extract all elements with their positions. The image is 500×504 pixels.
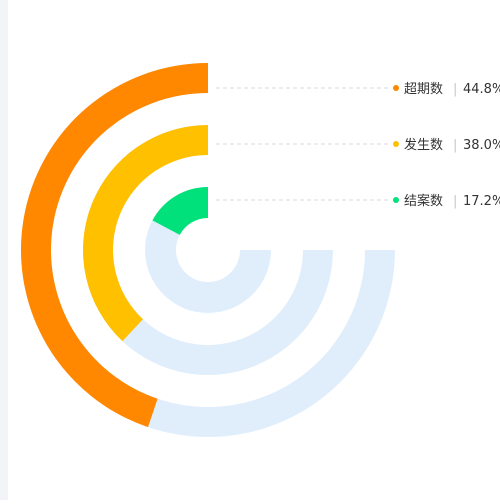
legend: 超期数 | 44.8% 发生数 | 38.0% 结案数 | 17.2% [216, 82, 500, 209]
ring-bars [20, 63, 209, 428]
legend-dot [393, 197, 399, 203]
ring-bar-3[interactable] [152, 187, 208, 235]
ring-bar-1[interactable] [20, 63, 209, 428]
legend-separator: | [453, 138, 457, 153]
ring-bar-2[interactable] [83, 125, 208, 342]
legend-value: 44.8% [463, 82, 500, 97]
left-panel-edge [0, 0, 8, 500]
legend-label: 结案数 [404, 194, 443, 209]
legend-value: 38.0% [463, 138, 500, 153]
legend-dot [393, 141, 399, 147]
legend-label: 发生数 [404, 137, 443, 153]
legend-label: 超期数 [404, 82, 443, 97]
legend-separator: | [453, 82, 457, 97]
legend-value: 17.2% [463, 194, 500, 209]
legend-dot [393, 85, 399, 91]
legend-separator: | [453, 194, 457, 209]
